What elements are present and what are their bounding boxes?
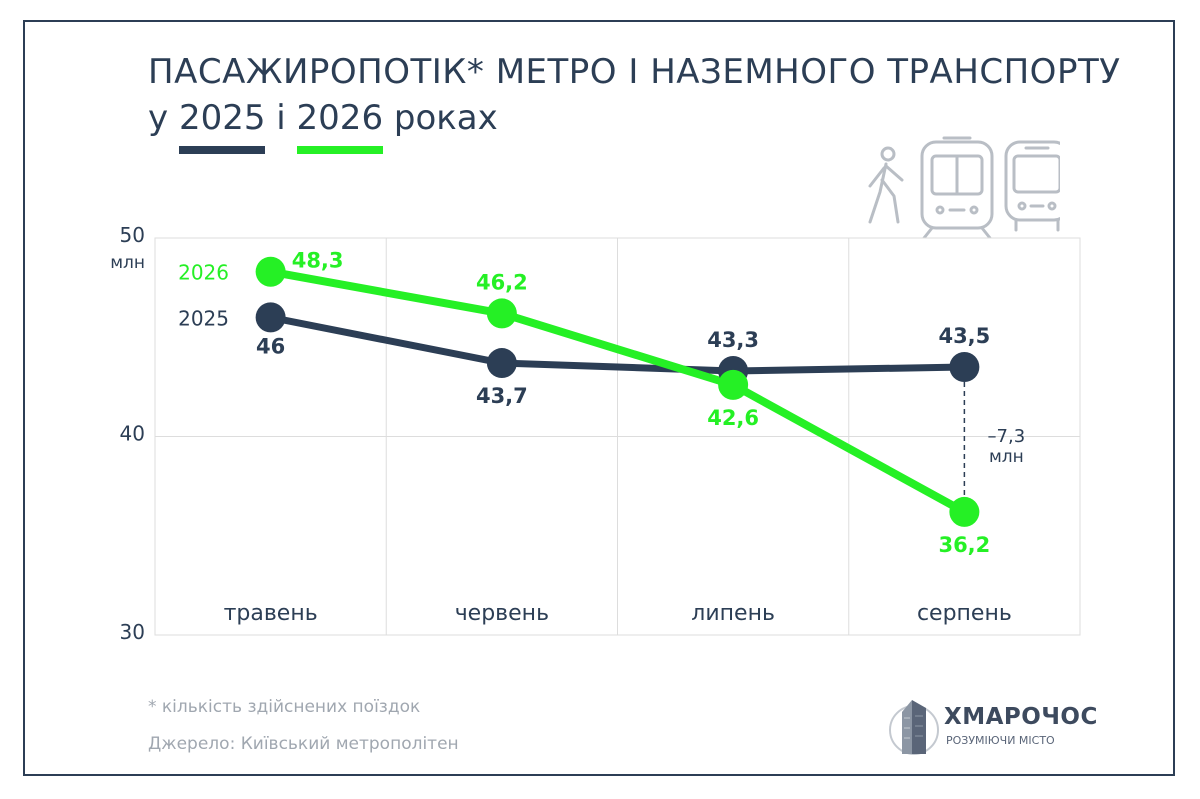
year-2025-legend: 2025 <box>178 98 266 154</box>
series-name-label-2025: 2025 <box>178 306 229 330</box>
footnote: * кількість здійснених поїздок <box>148 697 421 717</box>
data-point-2025 <box>486 348 517 379</box>
chart-grid <box>154 237 1081 636</box>
year-2025-label: 2025 <box>178 98 266 138</box>
data-label-2025: 43,3 <box>707 328 759 352</box>
year-2026-label: 2026 <box>296 98 384 138</box>
data-point-2026 <box>486 298 517 329</box>
year-2026-legend: 2026 <box>296 98 384 154</box>
x-axis: травень червень липень серпень <box>224 601 1012 626</box>
logo: ХМАРОЧОС РОЗУМІЮЧИ МІСТО <box>888 694 1097 758</box>
data-label-2025: 46 <box>256 334 285 358</box>
data-label-2026: 48,3 <box>292 249 344 273</box>
y-unit-label: млн <box>110 253 145 273</box>
data-point-2025 <box>255 302 286 333</box>
series-line-2025 <box>267 313 968 375</box>
subtitle-middle: і <box>276 98 286 138</box>
subtitle-suffix: роках <box>393 98 498 138</box>
year-2025-swatch <box>178 146 266 154</box>
data-label-2025: 43,7 <box>476 384 528 408</box>
year-2026-swatch <box>296 146 384 154</box>
subtitle-prefix: у <box>148 98 169 138</box>
y-axis: 30 40 50 млн <box>110 223 145 644</box>
data-point-2025 <box>949 352 980 383</box>
x-tick-label: липень <box>691 601 775 626</box>
skyscraper-logo-icon <box>889 700 939 755</box>
data-label-2025: 43,5 <box>938 324 990 348</box>
x-tick-label: серпень <box>917 601 1012 626</box>
series-line-2026 <box>266 267 969 516</box>
y-tick-label: 50 <box>120 223 145 247</box>
bus-icon <box>1004 140 1060 232</box>
frame-border <box>23 20 1175 776</box>
pedestrian-icon <box>868 146 904 224</box>
tram-icon <box>920 136 994 238</box>
y-tick-label: 30 <box>120 620 145 644</box>
series-name-label-2026: 2026 <box>178 261 229 285</box>
x-tick-label: травень <box>224 601 318 626</box>
data-label-2026: 46,2 <box>476 270 528 294</box>
logo-tagline: РОЗУМІЮЧИ МІСТО <box>946 734 1055 747</box>
difference-unit: млн <box>989 447 1024 467</box>
data-point-2026 <box>718 369 749 400</box>
data-point-2026 <box>255 256 286 287</box>
transport-icons <box>868 136 1060 238</box>
data-label-2026: 42,6 <box>707 406 759 430</box>
data-point-2026 <box>949 496 980 527</box>
chart-series: 46 43,7 43,3 43,5 2025 48,3 46,2 42,6 36,2 2026 <box>178 249 990 557</box>
chart-title: ПАСАЖИРОПОТІК* МЕТРО І НАЗЕМНОГО ТРАНСПО… <box>148 52 1121 92</box>
source-note: Джерело: Київський метрополітен <box>148 734 459 754</box>
chart-subtitle: у 2025 і 2026 роках <box>148 98 498 154</box>
data-label-2026: 36,2 <box>938 533 990 557</box>
difference-value: –7,3 <box>988 426 1026 447</box>
logo-name: ХМАРОЧОС <box>944 704 1098 730</box>
y-tick-label: 40 <box>120 422 145 446</box>
x-tick-label: червень <box>455 601 549 626</box>
